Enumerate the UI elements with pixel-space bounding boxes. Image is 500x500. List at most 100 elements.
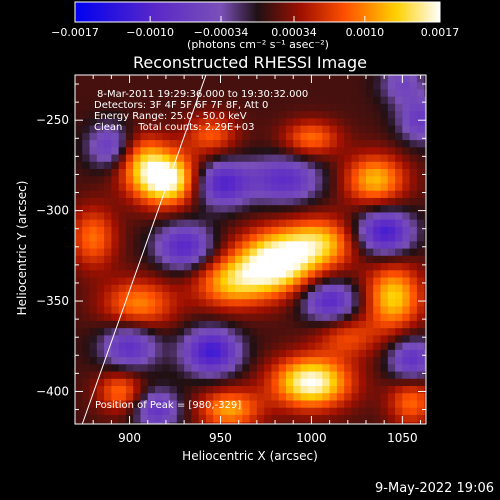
heatmap-cell [191,132,200,141]
heatmap-cell [205,371,214,380]
heatmap-cell [416,205,425,214]
heatmap-cell [133,414,142,423]
heatmap-cell [162,82,171,91]
heatmap-cell [198,125,207,134]
heatmap-cell [402,89,411,98]
heatmap-cell [242,407,251,416]
heatmap-cell [351,371,360,380]
heatmap-cell [264,328,273,336]
heatmap-cell [162,306,171,315]
heatmap-cell [235,386,243,394]
heatmap-cell [169,357,178,365]
heatmap-cell [184,169,192,177]
heatmap-cell [184,125,192,134]
heatmap-cell [409,234,418,242]
heatmap-cell [205,291,214,300]
heatmap-cell [198,183,207,192]
heatmap-cell [402,96,411,105]
heatmap-cell [198,219,207,228]
heatmap-cell [155,255,163,264]
heatmap-cell [336,313,345,322]
heatmap-cell [365,103,374,112]
heatmap-cell [249,342,258,351]
heatmap-cell [205,357,214,365]
heatmap-cell [256,277,265,286]
heatmap-cell [351,277,360,286]
heatmap-cell [249,154,258,163]
heatmap-cell [307,284,316,293]
heatmap-cell [358,386,367,394]
heatmap-cell [125,335,134,344]
heatmap-cell [402,111,411,119]
colorbar-ticks: −0.0017 −0.0010 −0.00034 0.00034 0.0010 0.001… [51,16,459,39]
heatmap-cell [351,313,360,322]
heatmap-cell [162,176,171,185]
heatmap-cell [300,320,309,329]
heatmap-cell [358,125,367,134]
heatmap-cell [75,284,83,293]
heatmap-cell [147,248,156,257]
heatmap-cell [184,103,192,112]
heatmap-cell [155,414,163,423]
heatmap-cell [264,371,273,380]
heatmap-cell [264,414,273,423]
heatmap-cell [198,335,207,344]
heatmap-cell [140,393,149,402]
heatmap-cell [285,371,294,380]
colorbar-tick-label: −0.0017 [51,26,99,39]
heatmap-cell [285,400,294,409]
heatmap-cell [176,306,185,315]
heatmap-cell [118,284,127,293]
heatmap-cell [155,378,163,387]
heatmap-cell [409,169,418,177]
heatmap-cell [402,161,411,170]
heatmap-cell [118,378,127,387]
heatmap-cell [249,96,258,105]
heatmap-cell [213,190,222,199]
heatmap-cell [227,103,236,112]
heatmap-cell [293,212,302,221]
heatmap-cell [329,125,338,134]
heatmap-cell [365,291,374,300]
heatmap-cell [205,103,214,112]
heatmap-cell [75,263,83,271]
heatmap-cell [373,190,382,199]
heatmap-cell [387,284,396,293]
heatmap-cell [264,190,273,199]
heatmap-cell [133,422,142,424]
heatmap-cell [293,328,302,336]
heatmap-cell [169,263,178,271]
heatmap-cell [344,82,353,91]
heatmap-cell [351,154,360,163]
heatmap-cell [373,386,382,394]
heatmap-cell [336,212,345,221]
heatmap-cell [380,125,389,134]
heatmap-cell [184,111,192,119]
heatmap-cell [307,291,316,300]
heatmap-cell [271,357,280,365]
heatmap-cell [351,299,360,308]
heatmap-cell [169,118,178,127]
heatmap-cell [205,400,214,409]
heatmap-cell [395,422,403,424]
heatmap-cell [249,277,258,286]
heatmap-cell [125,118,134,127]
heatmap-cell [315,255,323,264]
heatmap-cell [351,400,360,409]
heatmap-cell [424,386,426,394]
heatmap-cell [242,306,251,315]
heatmap-cell [424,103,426,112]
heatmap-cell [96,277,105,286]
heatmap-cell [205,89,214,98]
heatmap-cell [424,422,426,424]
heatmap-cell [344,154,353,163]
heatmap-cell [373,111,382,119]
heatmap-cell [351,111,360,119]
heatmap-cell [75,313,83,322]
heatmap-cell [198,248,207,257]
heatmap-cell [227,183,236,192]
heatmap-cell [416,118,425,127]
heatmap-cell [242,205,251,214]
heatmap-cell [227,320,236,329]
heatmap-cell [235,299,243,308]
